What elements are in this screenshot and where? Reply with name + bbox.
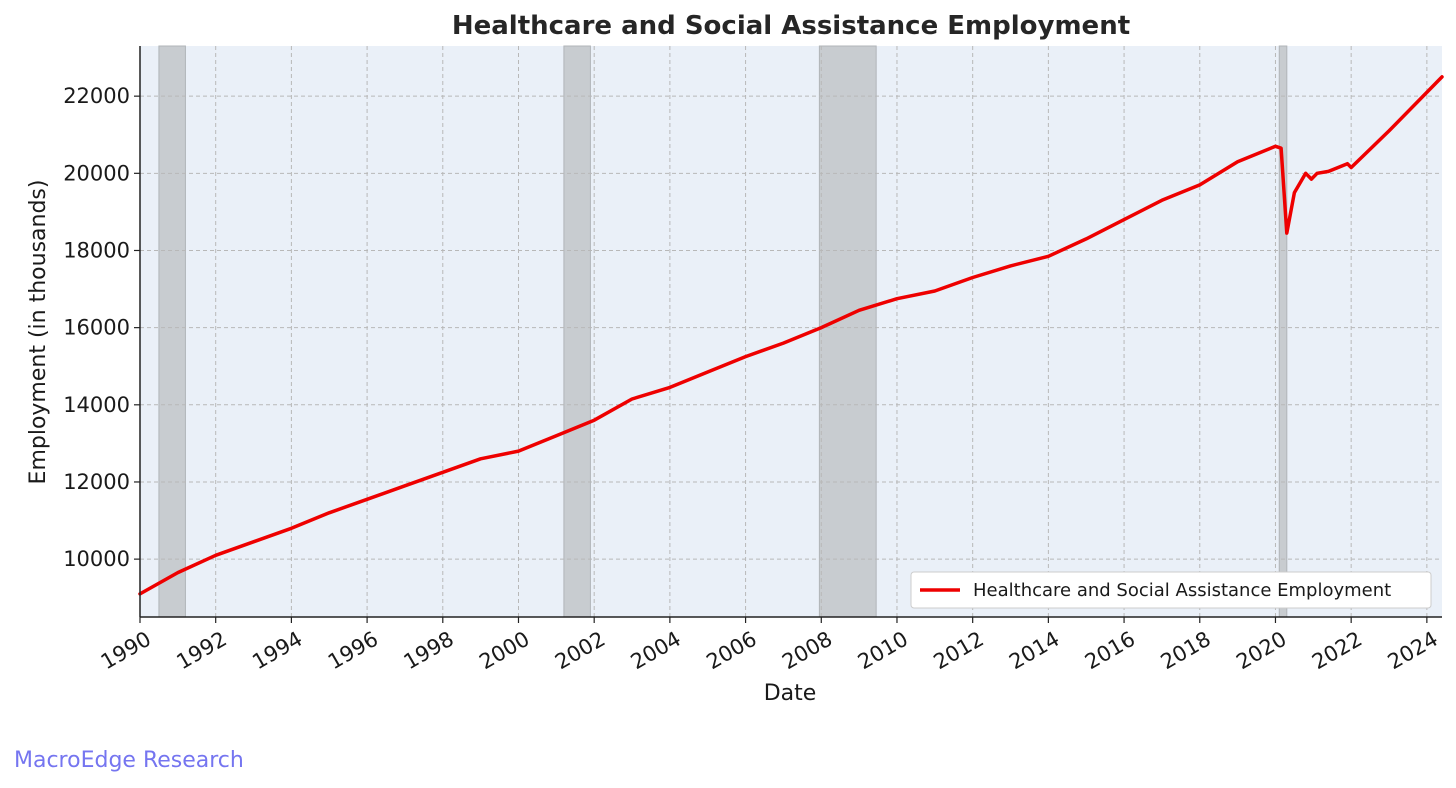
x-tick-label: 2022	[1308, 627, 1366, 675]
x-tick-label: 2016	[1081, 627, 1139, 675]
y-tick-label: 20000	[63, 161, 130, 185]
legend-box	[910, 571, 1432, 609]
legend: Healthcare and Social Assistance Employm…	[910, 571, 1432, 609]
series-line	[138, 75, 1444, 596]
x-tick-label: 2002	[551, 627, 609, 675]
x-tick-label: 1994	[248, 627, 306, 675]
y-tick-label: 22000	[63, 84, 130, 108]
x-tick-label: 2012	[929, 627, 987, 675]
plot-area	[140, 46, 1442, 617]
recession-band	[818, 45, 877, 618]
x-tick-label: 1992	[173, 627, 231, 675]
grid-lines	[139, 46, 1442, 617]
y-tick-label: 14000	[63, 393, 130, 417]
x-tick-label: 2014	[1005, 627, 1063, 675]
recession-band	[563, 45, 591, 618]
legend-label: Healthcare and Social Assistance Employm…	[973, 580, 1391, 601]
y-tick-label: 18000	[63, 238, 130, 262]
recession-bands	[158, 45, 1288, 618]
axes	[139, 46, 1442, 618]
x-tick-label: 2008	[778, 627, 836, 675]
recession-band	[1278, 45, 1288, 618]
recession-band	[158, 45, 186, 618]
chart-title: Healthcare and Social Assistance Employm…	[452, 11, 1130, 41]
x-tick-label: 2018	[1157, 627, 1215, 675]
y-axis-label: Employment (in thousands)	[26, 180, 51, 485]
x-axis-label: Date	[764, 681, 817, 706]
x-tick-label: 2006	[702, 627, 760, 675]
x-tick-label: 2010	[854, 627, 912, 675]
series-layer	[138, 75, 1444, 596]
x-tick-label: 2004	[627, 627, 685, 675]
x-tick-label: 1998	[400, 627, 458, 675]
x-tick-label: 1996	[324, 627, 382, 675]
y-tick-label: 16000	[63, 316, 130, 340]
watermark: MacroEdge Research	[14, 748, 244, 773]
y-tick-label: 12000	[63, 470, 130, 494]
y-tick-label: 10000	[63, 547, 130, 571]
x-tick-label: 1990	[97, 627, 155, 675]
x-tick-label: 2024	[1384, 627, 1442, 675]
x-tick-label: 2000	[475, 627, 533, 675]
x-tick-label: 2020	[1232, 627, 1290, 675]
